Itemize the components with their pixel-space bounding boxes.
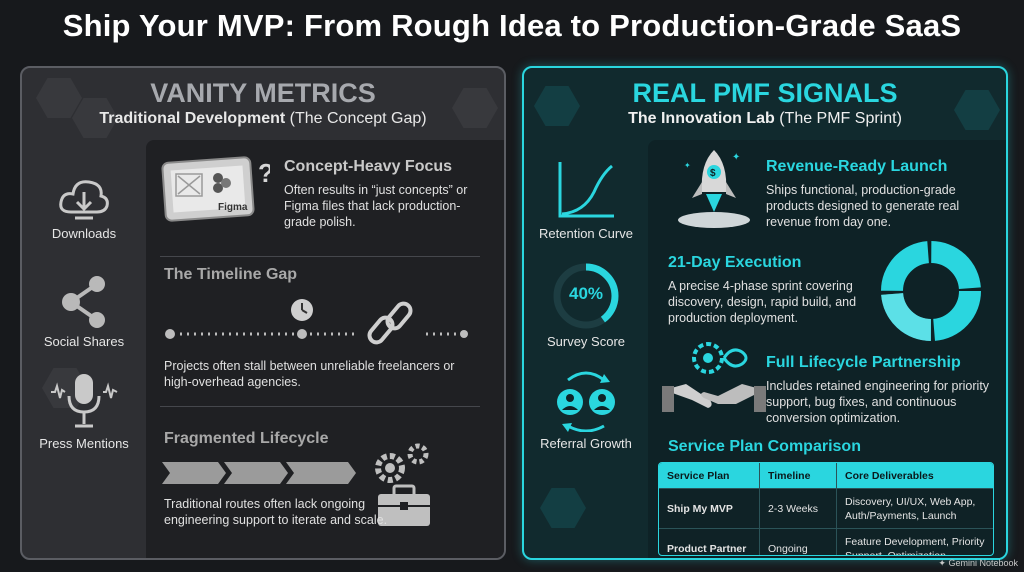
table-cell: 2-3 Weeks: [759, 488, 837, 529]
cloud-download-icon: [59, 180, 109, 220]
metric-referral-growth: Referral Growth: [526, 368, 646, 451]
table-row: Ship My MVP 2-3 Weeks Discovery, UI/UX, …: [659, 488, 993, 529]
table-title: Service Plan Comparison: [668, 438, 861, 455]
survey-score-value: 40%: [568, 284, 604, 303]
item-heading: The Timeline Gap: [164, 266, 298, 283]
metric-press-mentions: Press Mentions: [24, 370, 144, 451]
metric-survey-score: 40% Survey Score: [526, 260, 646, 349]
table-cell: Product Partner: [659, 528, 760, 555]
table-row: Product Partner Ongoing Feature Developm…: [659, 528, 993, 555]
figma-tablet-icon: ?: [161, 156, 270, 222]
metric-label: Social Shares: [43, 334, 125, 349]
right-heading: REAL PMF SIGNALS: [632, 78, 898, 108]
microphone-icon: [51, 374, 118, 428]
survey-score-gauge: [553, 263, 619, 329]
svg-text:✦: ✦: [684, 161, 691, 170]
svg-text:✦: ✦: [732, 152, 740, 163]
share-icon: [62, 276, 105, 328]
table-cell: Discovery, UI/UX, Web App, Auth/Payments…: [836, 488, 993, 529]
item-heading: 21-Day Execution: [668, 254, 802, 271]
referral-cycle-icon: [557, 371, 615, 432]
watermark: ✦ Gemini Notebook: [938, 558, 1018, 568]
metric-social-shares: Social Shares: [24, 274, 144, 349]
svg-text:$: $: [710, 168, 716, 179]
fragmented-arrows-icon: [162, 462, 356, 484]
notebook-icon: ✦: [938, 558, 949, 568]
sprint-phases-donut: [881, 241, 981, 341]
table-cell: Ongoing: [759, 528, 837, 555]
metric-retention-curve: Retention Curve: [526, 158, 646, 241]
service-plan-table: Service Plan Timeline Core Deliverables …: [659, 463, 993, 555]
metric-label: Retention Curve: [539, 226, 633, 241]
metric-label: Survey Score: [546, 334, 626, 349]
divider: [160, 256, 480, 257]
item-text: Often results in “just concepts” or Figm…: [284, 183, 468, 229]
right-subtitle: The Innovation Lab (The PMF Sprint): [628, 110, 902, 127]
table-header: Core Deliverables: [836, 463, 993, 489]
handshake-infinity-icon: [662, 342, 766, 412]
svg-text:?: ?: [258, 158, 270, 188]
table-header: Service Plan: [659, 463, 760, 489]
item-text: A precise 4-phase sprint covering discov…: [668, 279, 857, 325]
item-text: Traditional routes often lack ongoing en…: [164, 497, 388, 527]
figma-label: Figma: [218, 202, 248, 213]
metric-label: Referral Growth: [540, 436, 632, 451]
left-subtitle: Traditional Development (The Concept Gap…: [99, 110, 427, 127]
item-text: Includes retained engineering for priori…: [766, 379, 990, 425]
page-title: Ship Your MVP: From Rough Idea to Produc…: [62, 8, 962, 43]
table-cell: Ship My MVP: [659, 488, 760, 529]
vanity-metrics-panel: VANITY METRICS Traditional Development (…: [20, 66, 506, 560]
service-plan-table-wrapper: Service Plan Timeline Core Deliverables …: [658, 462, 994, 556]
table-cell: Feature Development, Priority Support, O…: [836, 528, 993, 555]
timeline-broken-chain-icon: [165, 299, 468, 345]
item-text: Ships functional, production-grade produ…: [766, 183, 960, 229]
real-pmf-panel: REAL PMF SIGNALS The Innovation Lab (The…: [522, 66, 1008, 560]
left-heading: VANITY METRICS: [150, 78, 376, 108]
left-details-area: ? Figma Concept-Heavy Focus Often result…: [146, 140, 504, 558]
item-heading: Fragmented Lifecycle: [164, 430, 329, 447]
metric-label: Press Mentions: [39, 436, 129, 451]
item-heading: Full Lifecycle Partnership: [766, 354, 961, 371]
item-heading: Concept-Heavy Focus: [284, 158, 453, 175]
item-heading: Revenue-Ready Launch: [766, 158, 948, 175]
divider: [160, 406, 480, 407]
metric-label: Downloads: [51, 226, 117, 241]
table-header: Timeline: [759, 463, 837, 489]
retention-curve-icon: [558, 162, 614, 218]
gears-toolbox-icon: [375, 443, 430, 526]
metric-downloads: Downloads: [24, 172, 144, 241]
item-text: Projects often stall between unreliable …: [164, 359, 455, 389]
rocket-icon: $ ✦ ✦: [678, 150, 750, 228]
